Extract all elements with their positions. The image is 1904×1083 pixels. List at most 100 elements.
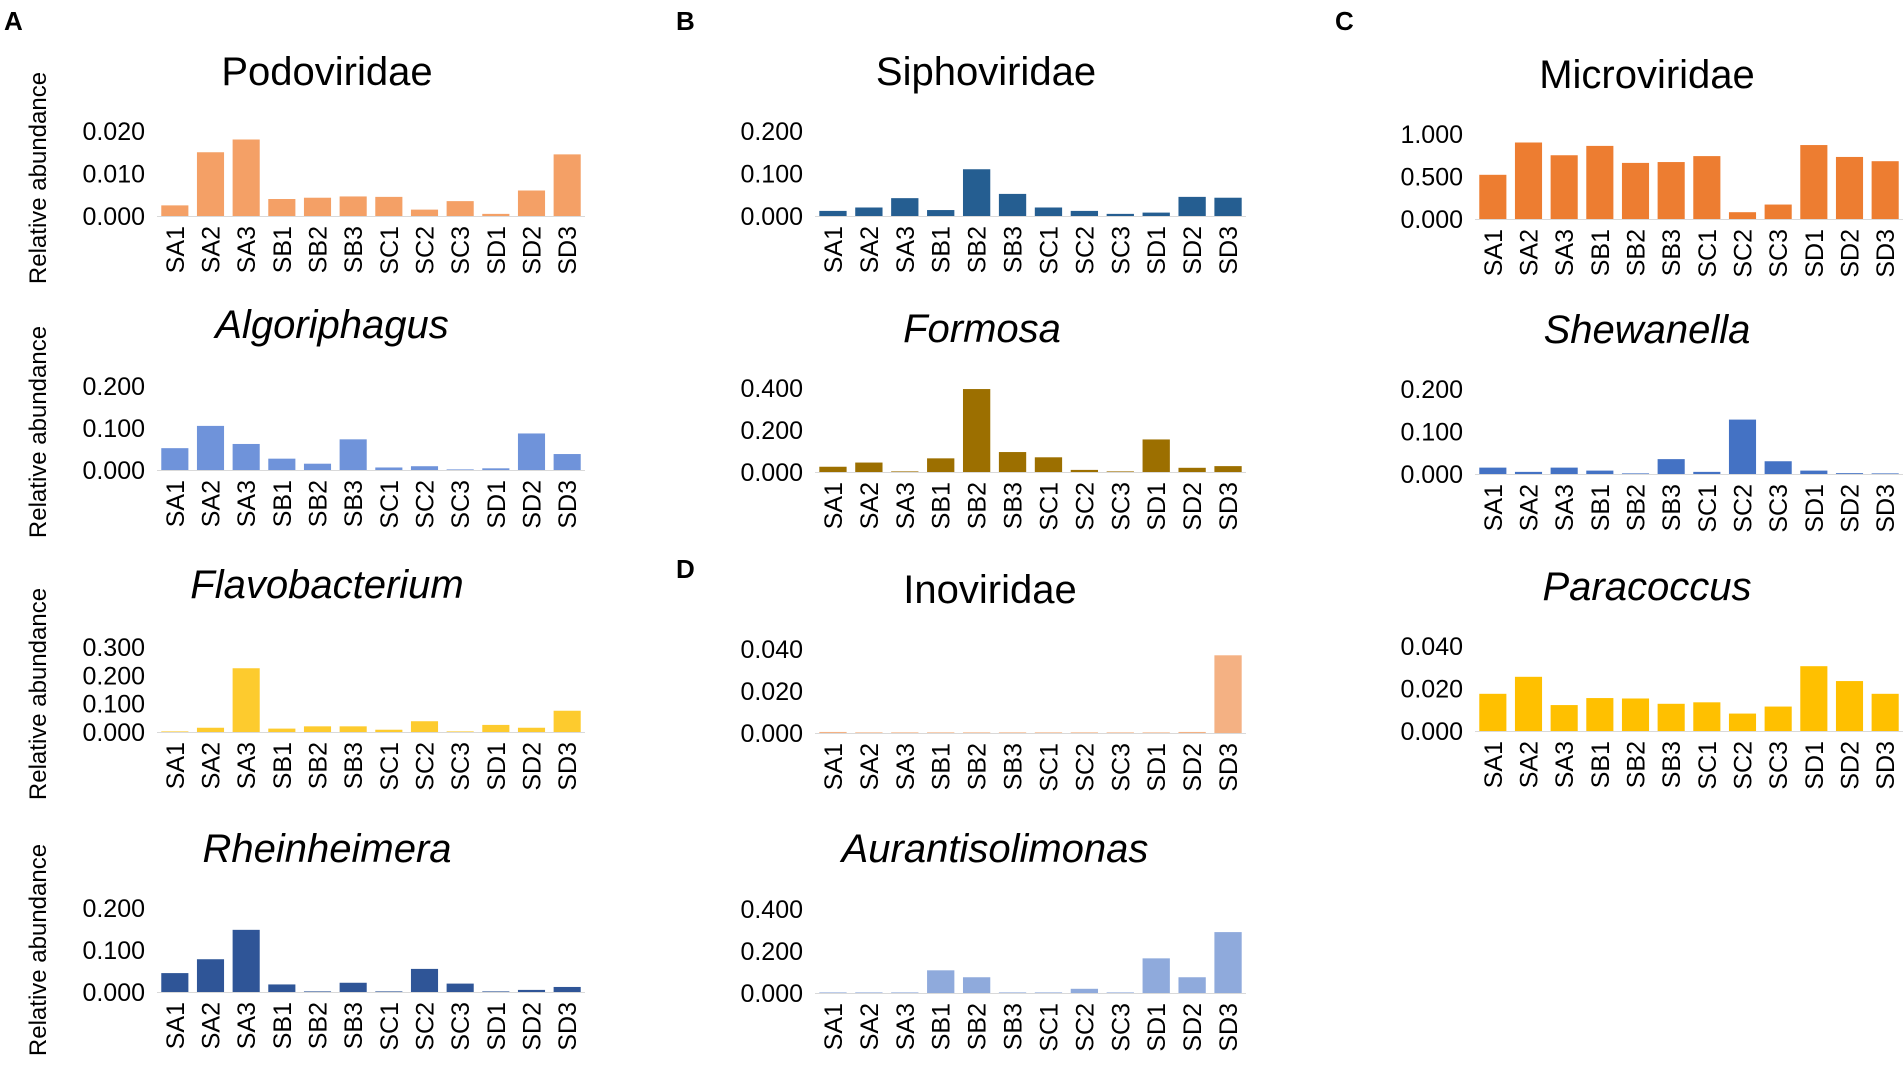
x-tick-label: SB2 [964,743,992,790]
bar-inoviridae-sc1 [1034,732,1063,733]
x-tick-label: SC3 [1765,229,1793,278]
x-tick-label: SB1 [1587,229,1615,276]
chart-inoviridae: Inoviridae 0.000 0.020 0.040 SA1 SA2 SA3 SB1 SB2… [740,568,1246,792]
bar-microviridae-sc1 [1693,156,1721,219]
x-tick-label: SA2 [1516,484,1544,531]
y-tick-label: 1.000 [1400,121,1463,149]
x-tick-label: SD2 [1837,741,1865,790]
bar-rheinheimera-sd2 [517,989,546,992]
bar-aurantisolimonas-sd3 [1214,932,1242,993]
x-tick-label: SA1 [162,742,190,789]
bar-inoviridae-sd1 [1142,732,1170,733]
bar-inoviridae-sb1 [927,732,955,733]
bar-algoriphagus-sc1 [375,467,403,470]
bar-podoviridae-sa2 [196,152,225,216]
x-tick-label: SB3 [340,1002,368,1049]
y-tick-label: 0.200 [740,938,803,966]
x-tick-label: SC3 [1107,482,1135,531]
bar-siphoviridae-sa2 [855,207,883,216]
bar-algoriphagus-sb2 [303,463,332,470]
chart-paracoccus: Paracoccus 0.000 0.020 0.040 SA1 SA2 SA3 SB1 SB2… [1400,565,1903,790]
x-tick-label: SA2 [198,480,226,527]
x-tick-label: SA1 [820,743,848,790]
x-tick-label: SC2 [412,742,440,791]
bar-siphoviridae-sd1 [1142,212,1170,216]
chart-title-siphoviridae: Siphoviridae [876,50,1096,94]
chart-title-rheinheimera: Rheinheimera [202,827,451,871]
bar-podoviridae-sc3 [446,201,474,216]
bar-formosa-sc2 [1070,469,1099,472]
bar-rheinheimera-sb3 [339,982,367,992]
chart-algoriphagus: Algoriphagus 0.000 0.100 0.200 SA1 SA2 SA3 SB1 S… [82,303,585,529]
x-tick-label: SB2 [1623,741,1651,788]
y-tick-label: 0.100 [82,937,145,965]
y-tick-label: 0.000 [1400,206,1463,234]
bar-flavobacterium-sb2 [303,726,332,732]
bar-paracoccus-sb2 [1621,698,1650,731]
y-tick-label: 0.000 [82,719,145,747]
bar-formosa-sa3 [891,471,919,472]
y-tick-label: 0.400 [740,375,803,403]
bar-shewanella-sa2 [1514,471,1543,474]
bar-microviridae-sc2 [1728,212,1757,219]
bar-siphoviridae-sb1 [927,210,955,216]
y-tick-label: 0.000 [1400,461,1463,489]
bar-siphoviridae-sd3 [1214,197,1242,216]
bar-podoviridae-sd3 [553,154,581,216]
chart-title-formosa: Formosa [903,307,1061,351]
bar-inoviridae-sa3 [891,732,919,733]
bar-paracoccus-sa1 [1479,693,1507,731]
x-tick-label: SD2 [519,226,547,275]
x-tick-label: SD1 [483,480,511,529]
y-tick-label: 0.020 [1400,676,1463,704]
bar-shewanella-sb3 [1657,459,1685,474]
x-tick-label: SB1 [928,1003,956,1050]
x-tick-label: SC1 [1694,741,1722,790]
x-tick-label: SD1 [483,1002,511,1051]
chart-aurantisolimonas: Aurantisolimonas 0.000 0.200 0.400 SA1 SA2 SA3… [740,827,1246,1052]
bar-microviridae-sc3 [1764,204,1792,219]
x-tick-label: SD2 [519,1002,547,1051]
bar-aurantisolimonas-sc2 [1070,988,1099,993]
x-tick-label: SC3 [1107,1003,1135,1052]
bar-flavobacterium-sd3 [553,710,581,732]
bar-flavobacterium-sd1 [482,724,510,732]
bar-shewanella-sc2 [1728,419,1757,474]
x-tick-label: SD3 [1872,741,1900,790]
x-tick-label: SA2 [856,482,884,529]
x-tick-label: SC2 [1071,482,1099,531]
x-tick-label: SC2 [1730,741,1758,790]
bar-paracoccus-sc3 [1764,706,1792,731]
x-tick-label: SA1 [162,226,190,273]
y-axis-label-row-3: Relative abundance [25,588,52,800]
y-tick-label: 0.100 [82,691,145,719]
x-tick-label: SD3 [554,226,582,275]
bar-paracoccus-sa2 [1514,676,1543,731]
bar-rheinheimera-sb2 [303,991,332,992]
bar-aurantisolimonas-sc1 [1034,992,1063,993]
x-tick-label: SA3 [892,482,920,529]
x-tick-label: SA3 [233,742,261,789]
x-tick-label: SA3 [1551,741,1579,788]
bar-inoviridae-sb3 [998,732,1027,733]
bar-inoviridae-sc3 [1106,732,1134,733]
y-tick-label: 0.100 [82,415,145,443]
bar-flavobacterium-sc1 [375,729,403,732]
y-tick-label: 0.200 [82,373,145,401]
x-tick-label: SA3 [233,1002,261,1049]
y-tick-label: 0.300 [82,634,145,662]
x-tick-label: SD3 [1215,743,1243,792]
chart-title-microviridae: Microviridae [1539,53,1755,97]
chart-rheinheimera: Rheinheimera 0.000 0.100 0.200 SA1 SA2 SA3 SB1 S… [82,827,585,1051]
bar-rheinheimera-sa2 [196,959,225,992]
y-tick-label: 0.000 [740,459,803,487]
bar-formosa-sb1 [927,458,955,472]
bar-podoviridae-sb3 [339,196,367,216]
x-tick-label: SC1 [1694,484,1722,533]
bar-paracoccus-sd3 [1871,693,1899,731]
bar-algoriphagus-sa1 [161,448,189,470]
x-tick-label: SB2 [964,1003,992,1050]
